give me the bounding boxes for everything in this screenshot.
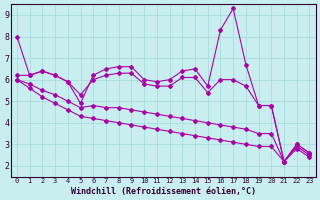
X-axis label: Windchill (Refroidissement éolien,°C): Windchill (Refroidissement éolien,°C) (71, 187, 256, 196)
